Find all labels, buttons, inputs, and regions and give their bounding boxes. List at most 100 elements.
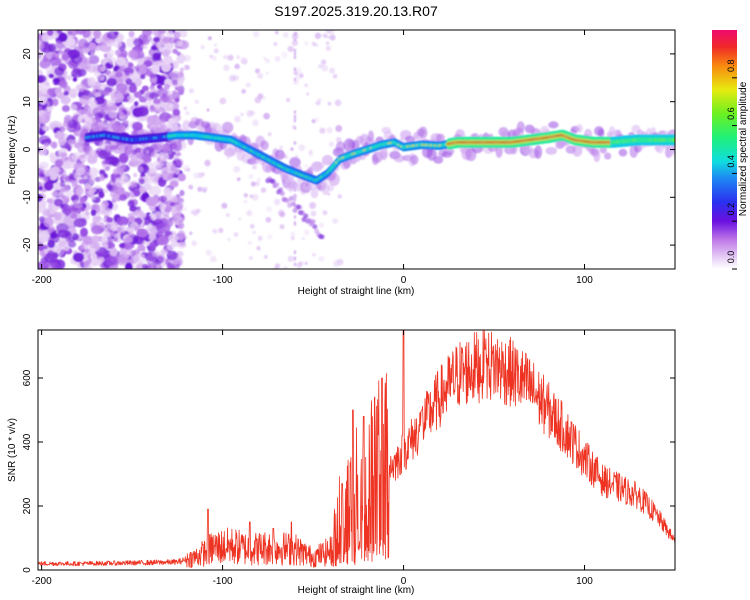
heatmap-cell	[233, 232, 239, 237]
heatmap-cell	[153, 98, 162, 105]
heatmap-cell	[326, 127, 333, 134]
heatmap-cell	[38, 105, 43, 112]
colorbar-ticks: 0.0 0.2 0.4 0.6 0.8	[726, 60, 737, 270]
heatmap-cell	[328, 141, 335, 147]
heatmap-cell	[38, 193, 43, 202]
heatmap-cell	[110, 225, 118, 232]
heatmap-cell	[118, 152, 129, 163]
heatmap-cell	[655, 144, 664, 154]
heatmap-cell	[192, 172, 200, 179]
heatmap-cell	[108, 110, 118, 119]
colorbar-tick-label: 0.0	[726, 251, 736, 264]
heatmap-cell	[61, 205, 73, 214]
snr-x-label: Height of straight line (km)	[298, 585, 415, 596]
heatmap-cell	[172, 215, 184, 225]
heatmap-cell	[183, 106, 188, 110]
heatmap-cell	[274, 182, 280, 188]
heatmap-cell	[49, 173, 58, 181]
heatmap-cell	[166, 219, 174, 227]
heatmap-cell	[139, 212, 147, 218]
heatmap-cell	[38, 74, 47, 83]
spectrogram-y-label: Frequency (Hz)	[7, 116, 18, 185]
heatmap-cell	[597, 128, 605, 138]
heatmap-cell	[293, 110, 297, 114]
heatmap-cell	[106, 77, 117, 87]
heatmap-cell	[179, 189, 185, 197]
heatmap-cell	[172, 108, 181, 117]
heatmap-cell	[303, 213, 309, 219]
heatmap-cell	[332, 218, 338, 224]
heatmap-cell	[79, 95, 91, 106]
heatmap-cell	[257, 72, 264, 79]
heatmap-cell	[191, 240, 197, 247]
snr-line	[38, 330, 675, 568]
heatmap-cell	[221, 202, 228, 209]
heatmap-cell	[314, 32, 322, 40]
heatmap-cell	[310, 219, 316, 225]
heatmap-cell	[241, 89, 246, 94]
heatmap-cell	[618, 148, 628, 157]
heatmap-cell	[404, 135, 416, 143]
heatmap-cell	[38, 161, 50, 170]
heatmap-cell	[293, 220, 297, 225]
heatmap-cell	[82, 106, 92, 115]
heatmap-cell	[279, 211, 286, 218]
heatmap-cell	[185, 110, 190, 116]
heatmap-cell	[96, 187, 104, 194]
heatmap-cell	[118, 111, 124, 117]
heatmap-cell	[156, 140, 164, 151]
heatmap-cell	[166, 30, 174, 37]
colorbar-tick-label: 0.2	[726, 203, 736, 216]
heatmap-cell	[129, 250, 136, 257]
heatmap-cell	[103, 53, 108, 58]
heatmap-cell	[260, 140, 269, 151]
heatmap-cell	[275, 30, 279, 35]
heatmap-cell	[433, 155, 444, 164]
heatmap-cell	[58, 191, 65, 197]
heatmap-cell	[77, 38, 89, 49]
heatmap-cell	[255, 181, 260, 186]
heatmap-cell	[142, 263, 149, 269]
heatmap-cell	[183, 64, 190, 71]
heatmap-cell	[114, 49, 121, 56]
heatmap-cell	[545, 146, 558, 155]
heatmap-cell	[42, 209, 51, 217]
heatmap-cell	[287, 45, 294, 53]
heatmap-cell	[201, 172, 205, 176]
heatmap-cell	[150, 45, 158, 51]
heatmap-cell	[334, 99, 342, 107]
heatmap-cell	[71, 54, 83, 64]
heatmap-cell	[163, 186, 173, 195]
heatmap-cell	[56, 223, 69, 233]
heatmap-cell	[168, 117, 176, 124]
heatmap-cell	[139, 74, 146, 80]
spectrogram-y-axis: -20 -10 0 10 20	[22, 48, 675, 252]
heatmap-cell	[110, 92, 124, 103]
heatmap-cell	[46, 30, 54, 37]
heatmap-cell	[393, 154, 405, 163]
heatmap-cell	[236, 177, 241, 182]
heatmap-cell	[67, 30, 72, 35]
heatmap-cell	[43, 142, 49, 148]
heatmap-cell	[89, 187, 97, 193]
heatmap-cell	[293, 55, 297, 60]
heatmap-cell	[329, 67, 336, 74]
heatmap-cell	[158, 202, 166, 211]
heatmap-cell	[99, 241, 104, 247]
heatmap-cell	[138, 63, 148, 75]
heatmap-cell	[90, 50, 96, 56]
heatmap-cell	[188, 88, 194, 94]
heatmap-cell	[48, 73, 55, 79]
heatmap-cell	[164, 83, 170, 90]
heatmap-cell	[293, 262, 297, 267]
heatmap-cell	[91, 235, 101, 243]
heatmap-cell	[76, 167, 86, 176]
heatmap-cell	[149, 73, 157, 79]
heatmap-cell	[197, 186, 203, 192]
heatmap-cell	[246, 110, 254, 117]
heatmap-cell	[83, 245, 89, 250]
heatmap-cell	[127, 212, 135, 220]
heatmap-cell	[174, 97, 180, 103]
snr-y-tick-label: 600	[22, 369, 33, 386]
heatmap-cell	[325, 41, 330, 45]
